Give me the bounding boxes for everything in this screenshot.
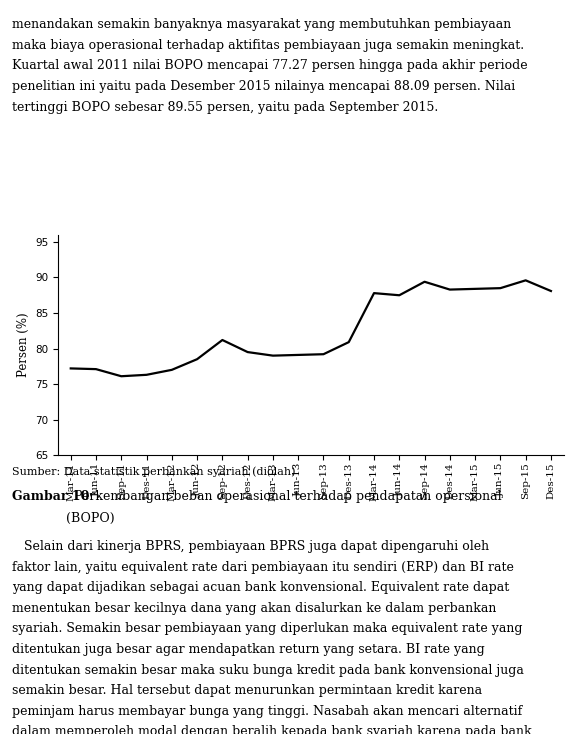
Text: penelitian ini yaitu pada Desember 2015 nilainya mencapai 88.09 persen. Nilai: penelitian ini yaitu pada Desember 2015 …	[12, 80, 515, 93]
Y-axis label: Persen (%): Persen (%)	[17, 313, 30, 377]
Text: tertinggi BOPO sebesar 89.55 persen, yaitu pada September 2015.: tertinggi BOPO sebesar 89.55 persen, yai…	[12, 101, 438, 114]
Text: Kuartal awal 2011 nilai BOPO mencapai 77.27 persen hingga pada akhir periode: Kuartal awal 2011 nilai BOPO mencapai 77…	[12, 59, 527, 73]
Text: semakin besar. Hal tersebut dapat menurunkan permintaan kredit karena: semakin besar. Hal tersebut dapat menuru…	[12, 684, 482, 697]
Text: Gambar 10: Gambar 10	[12, 490, 89, 504]
Text: peminjam harus membayar bunga yang tinggi. Nasabah akan mencari alternatif: peminjam harus membayar bunga yang tingg…	[12, 705, 522, 718]
Text: menentukan besar kecilnya dana yang akan disalurkan ke dalam perbankan: menentukan besar kecilnya dana yang akan…	[12, 602, 496, 615]
Text: syariah. Semakin besar pembiayaan yang diperlukan maka equivalent rate yang: syariah. Semakin besar pembiayaan yang d…	[12, 622, 522, 636]
Text: Selain dari kinerja BPRS, pembiayaan BPRS juga dapat dipengaruhi oleh: Selain dari kinerja BPRS, pembiayaan BPR…	[12, 540, 489, 553]
Text: maka biaya operasional terhadap aktifitas pembiayaan juga semakin meningkat.: maka biaya operasional terhadap aktifita…	[12, 39, 523, 52]
Text: Sumber: Data statistik perbankan syariah (diolah): Sumber: Data statistik perbankan syariah…	[12, 466, 295, 476]
Text: dalam memperoleh modal dengan beralih kepada bank syariah karena pada bank: dalam memperoleh modal dengan beralih ke…	[12, 725, 531, 734]
Text: yang dapat dijadikan sebagai acuan bank konvensional. Equivalent rate dapat: yang dapat dijadikan sebagai acuan bank …	[12, 581, 509, 595]
Text: ditentukan juga besar agar mendapatkan return yang setara. BI rate yang: ditentukan juga besar agar mendapatkan r…	[12, 643, 485, 656]
Text: menandakan semakin banyaknya masyarakat yang membutuhkan pembiayaan: menandakan semakin banyaknya masyarakat …	[12, 18, 511, 32]
Text: ditentukan semakin besar maka suku bunga kredit pada bank konvensional juga: ditentukan semakin besar maka suku bunga…	[12, 664, 523, 677]
Text: Perkembangan beban operasional terhadap pendapatan opersional: Perkembangan beban operasional terhadap …	[66, 490, 502, 504]
Text: faktor lain, yaitu equivalent rate dari pembiayaan itu sendiri (ERP) dan BI rate: faktor lain, yaitu equivalent rate dari …	[12, 561, 514, 574]
Text: (BOPO): (BOPO)	[66, 512, 115, 526]
